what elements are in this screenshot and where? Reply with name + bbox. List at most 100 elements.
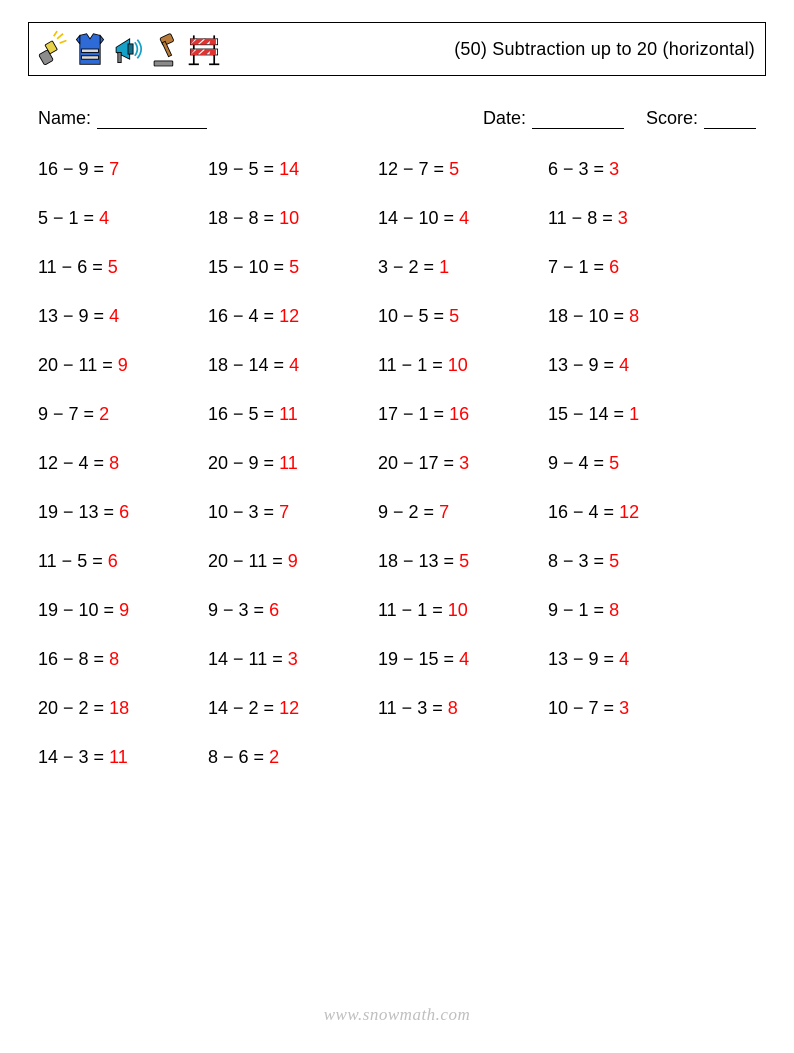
problem-expression: 12 − 4 =: [38, 453, 109, 473]
vest-icon: [73, 30, 107, 68]
problem-expression: 18 − 10 =: [548, 306, 629, 326]
problem-answer: 8: [629, 306, 639, 326]
problem-cell: 19 − 10 = 9: [38, 600, 208, 621]
problem-answer: 12: [279, 698, 299, 718]
problem-expression: 11 − 5 =: [38, 551, 108, 571]
problem-answer: 4: [459, 649, 469, 669]
problem-expression: 17 − 1 =: [378, 404, 449, 424]
problem-expression: 15 − 14 =: [548, 404, 629, 424]
megaphone-icon: [111, 30, 145, 68]
problem-expression: 9 − 1 =: [548, 600, 609, 620]
problem-cell: 18 − 10 = 8: [548, 306, 718, 327]
problem-row: 16 − 9 = 719 − 5 = 1412 − 7 = 56 − 3 = 3: [38, 159, 766, 180]
problem-expression: 8 − 6 =: [208, 747, 269, 767]
problem-expression: 16 − 4 =: [208, 306, 279, 326]
problem-expression: 19 − 15 =: [378, 649, 459, 669]
problem-cell: 9 − 4 = 5: [548, 453, 718, 474]
problem-answer: 3: [459, 453, 469, 473]
problem-row: 14 − 3 = 118 − 6 = 2: [38, 747, 766, 768]
problem-expression: 9 − 4 =: [548, 453, 609, 473]
problem-cell: 15 − 14 = 1: [548, 404, 718, 425]
problem-row: 16 − 8 = 814 − 11 = 319 − 15 = 413 − 9 =…: [38, 649, 766, 670]
problem-expression: 13 − 9 =: [38, 306, 109, 326]
problem-expression: 20 − 17 =: [378, 453, 459, 473]
problem-answer: 7: [439, 502, 449, 522]
problem-expression: 10 − 5 =: [378, 306, 449, 326]
problem-answer: 5: [449, 306, 459, 326]
problem-expression: 20 − 9 =: [208, 453, 279, 473]
problem-expression: 9 − 2 =: [378, 502, 439, 522]
problem-expression: 11 − 1 =: [378, 355, 448, 375]
problem-expression: 19 − 10 =: [38, 600, 119, 620]
name-blank[interactable]: [97, 110, 207, 129]
problems-grid: 16 − 9 = 719 − 5 = 1412 − 7 = 56 − 3 = 3…: [38, 159, 766, 768]
problem-expression: 11 − 6 =: [38, 257, 108, 277]
score-blank[interactable]: [704, 110, 756, 129]
score-label: Score:: [646, 108, 698, 129]
problem-expression: 14 − 11 =: [208, 649, 288, 669]
date-blank[interactable]: [532, 110, 624, 129]
problem-cell: 16 − 4 = 12: [548, 502, 718, 523]
problem-answer: 4: [619, 355, 629, 375]
problem-answer: 6: [609, 257, 619, 277]
problem-cell: 9 − 7 = 2: [38, 404, 208, 425]
problem-cell: 10 − 5 = 5: [378, 306, 548, 327]
problem-cell: 6 − 3 = 3: [548, 159, 718, 180]
problem-cell: 15 − 10 = 5: [208, 257, 378, 278]
problem-answer: 12: [279, 306, 299, 326]
problem-answer: 12: [619, 502, 639, 522]
problem-expression: 19 − 5 =: [208, 159, 279, 179]
problem-answer: 8: [109, 649, 119, 669]
problem-row: 9 − 7 = 216 − 5 = 1117 − 1 = 1615 − 14 =…: [38, 404, 766, 425]
meta-row: Name: Date: Score:: [38, 108, 756, 129]
problem-answer: 5: [459, 551, 469, 571]
problem-cell: 13 − 9 = 4: [548, 355, 718, 376]
problem-cell: 16 − 8 = 8: [38, 649, 208, 670]
problem-answer: 9: [288, 551, 298, 571]
problem-cell: 14 − 2 = 12: [208, 698, 378, 719]
problem-cell: 17 − 1 = 16: [378, 404, 548, 425]
problem-expression: 9 − 7 =: [38, 404, 99, 424]
problem-expression: 16 − 9 =: [38, 159, 109, 179]
problem-cell: 13 − 9 = 4: [548, 649, 718, 670]
problem-row: 13 − 9 = 416 − 4 = 1210 − 5 = 518 − 10 =…: [38, 306, 766, 327]
problem-cell: 8 − 3 = 5: [548, 551, 718, 572]
problem-expression: 12 − 7 =: [378, 159, 449, 179]
problem-answer: 18: [109, 698, 129, 718]
problem-answer: 6: [119, 502, 129, 522]
problem-expression: 16 − 4 =: [548, 502, 619, 522]
problem-cell: 14 − 10 = 4: [378, 208, 548, 229]
problem-expression: 18 − 8 =: [208, 208, 279, 228]
problem-answer: 8: [109, 453, 119, 473]
problem-answer: 7: [279, 502, 289, 522]
problem-cell: 20 − 2 = 18: [38, 698, 208, 719]
problem-cell: 5 − 1 = 4: [38, 208, 208, 229]
problem-answer: 4: [109, 306, 119, 326]
problem-expression: 10 − 7 =: [548, 698, 619, 718]
problem-expression: 14 − 3 =: [38, 747, 109, 767]
problem-cell: 19 − 15 = 4: [378, 649, 548, 670]
problem-expression: 11 − 8 =: [548, 208, 618, 228]
problem-cell: 11 − 1 = 10: [378, 600, 548, 621]
worksheet-title: (50) Subtraction up to 20 (horizontal): [454, 39, 755, 60]
problem-answer: 5: [108, 257, 118, 277]
problem-expression: 16 − 5 =: [208, 404, 279, 424]
problem-expression: 9 − 3 =: [208, 600, 269, 620]
problem-expression: 15 − 10 =: [208, 257, 289, 277]
problem-cell: 16 − 5 = 11: [208, 404, 378, 425]
problem-answer: 10: [448, 355, 468, 375]
problem-expression: 11 − 3 =: [378, 698, 448, 718]
problem-answer: 3: [288, 649, 298, 669]
date-label: Date:: [483, 108, 526, 129]
problem-cell: 19 − 13 = 6: [38, 502, 208, 523]
problem-answer: 11: [279, 404, 298, 424]
header-box: (50) Subtraction up to 20 (horizontal): [28, 22, 766, 76]
problem-row: 20 − 2 = 1814 − 2 = 1211 − 3 = 810 − 7 =…: [38, 698, 766, 719]
problem-answer: 9: [119, 600, 129, 620]
problem-expression: 7 − 1 =: [548, 257, 609, 277]
problem-cell: 13 − 9 = 4: [38, 306, 208, 327]
problem-cell: 14 − 3 = 11: [38, 747, 208, 768]
problem-expression: 14 − 10 =: [378, 208, 459, 228]
problem-cell: 16 − 9 = 7: [38, 159, 208, 180]
problem-answer: 10: [279, 208, 299, 228]
